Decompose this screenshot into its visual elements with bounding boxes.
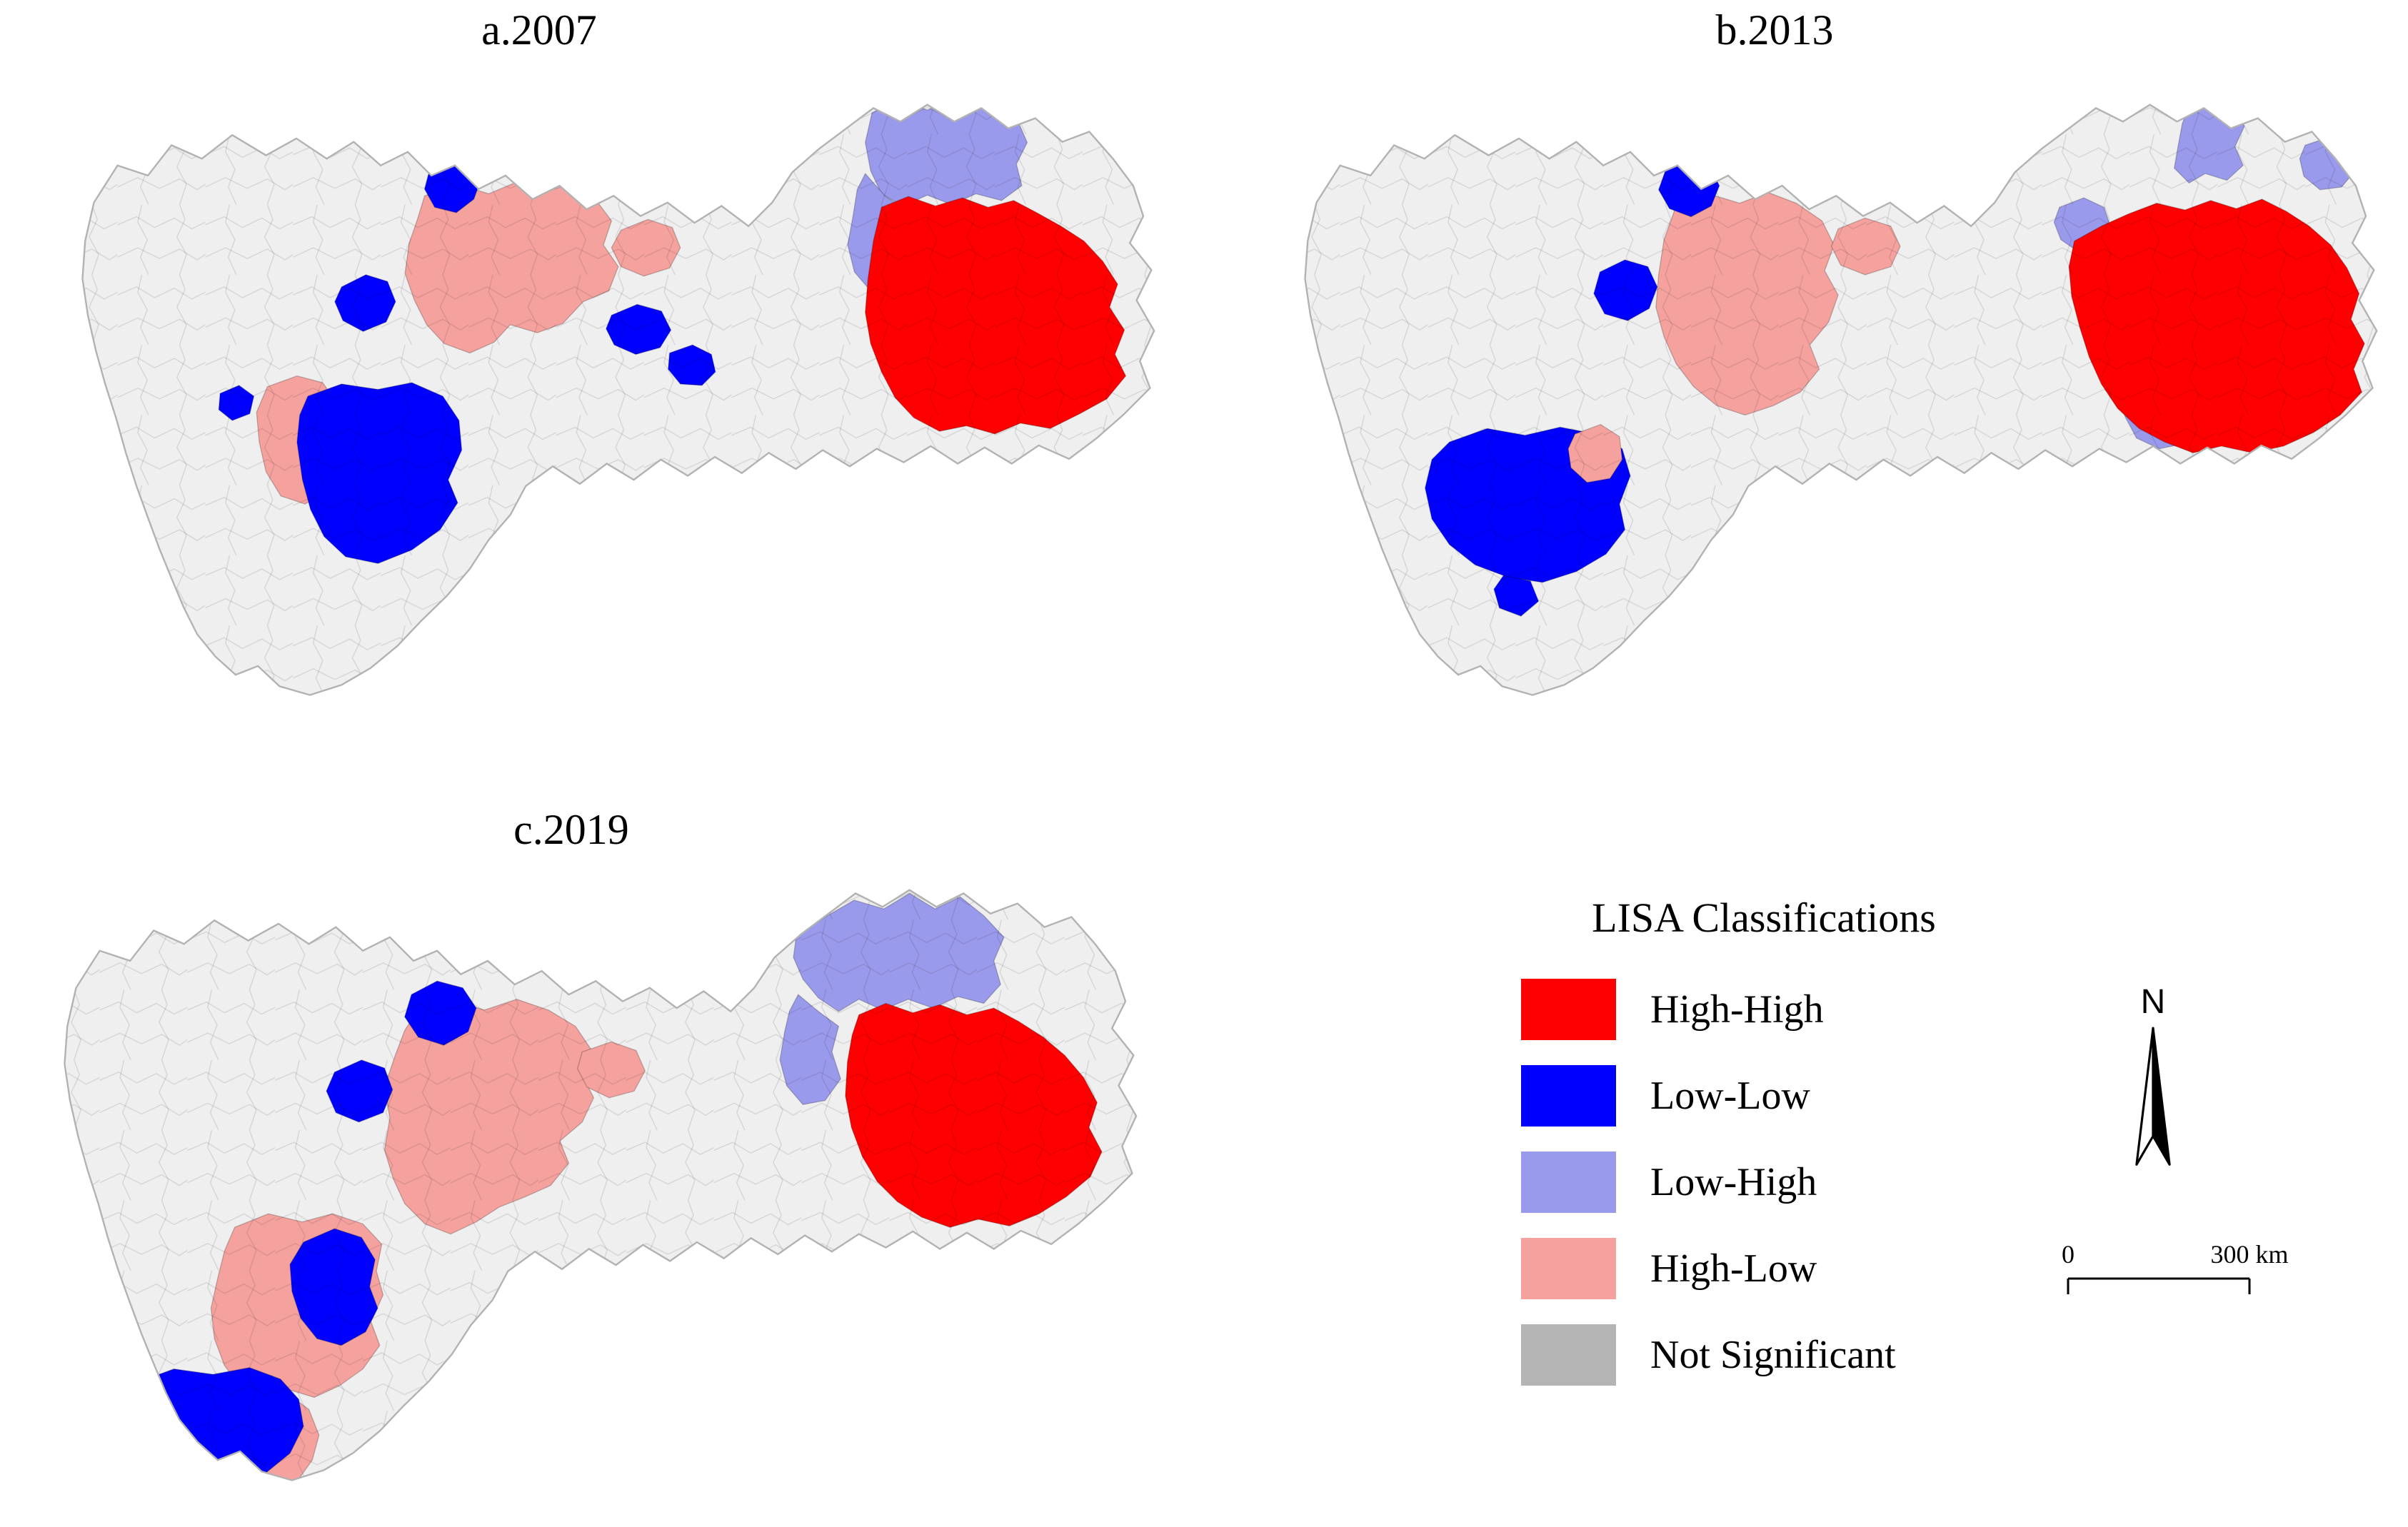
legend-label: Low-Low	[1650, 1074, 1810, 1118]
scale-bar-line	[2067, 1277, 2251, 1294]
county-borders-overlay	[64, 890, 1137, 1481]
north-arrow-icon	[2135, 1027, 2171, 1166]
panel-title-2019: c.2019	[513, 806, 629, 853]
high-high-swatch	[1521, 979, 1616, 1040]
north-label: N	[2140, 983, 2166, 1021]
not-significant-swatch	[1521, 1324, 1616, 1386]
lisa-map-2007	[81, 104, 1155, 696]
low-low-swatch	[1521, 1065, 1616, 1127]
county-borders-overlay	[1305, 104, 2377, 695]
legend-item-high-low: High-Low	[1521, 1238, 2064, 1299]
legend-label: High-High	[1650, 987, 1824, 1032]
legend-label: High-Low	[1650, 1246, 1817, 1291]
legend-label: Low-High	[1650, 1160, 1817, 1204]
north-arrow: N	[2107, 984, 2199, 1175]
legend: LISA Classifications High-High Low-Low L…	[1521, 894, 2064, 1411]
scale-zero-label: 0	[2062, 1240, 2075, 1269]
county-borders-overlay	[82, 104, 1155, 695]
legend-title: LISA Classifications	[1592, 894, 1936, 941]
scale-distance-label: 300 km	[2210, 1240, 2288, 1269]
scale-bar: 0 300 km	[2062, 1240, 2289, 1294]
legend-item-low-high: Low-High	[1521, 1151, 2064, 1213]
lisa-map-2013	[1304, 104, 2378, 696]
legend-item-not-significant: Not Significant	[1521, 1324, 2064, 1386]
panel-title-2013: b.2013	[1715, 6, 1834, 54]
high-low-swatch	[1521, 1238, 1616, 1299]
low-high-swatch	[1521, 1151, 1616, 1213]
legend-item-low-low: Low-Low	[1521, 1065, 2064, 1127]
legend-label: Not Significant	[1650, 1333, 1896, 1377]
lisa-map-2019	[64, 889, 1138, 1481]
panel-title-2007: a.2007	[481, 6, 597, 54]
legend-item-high-high: High-High	[1521, 979, 2064, 1040]
